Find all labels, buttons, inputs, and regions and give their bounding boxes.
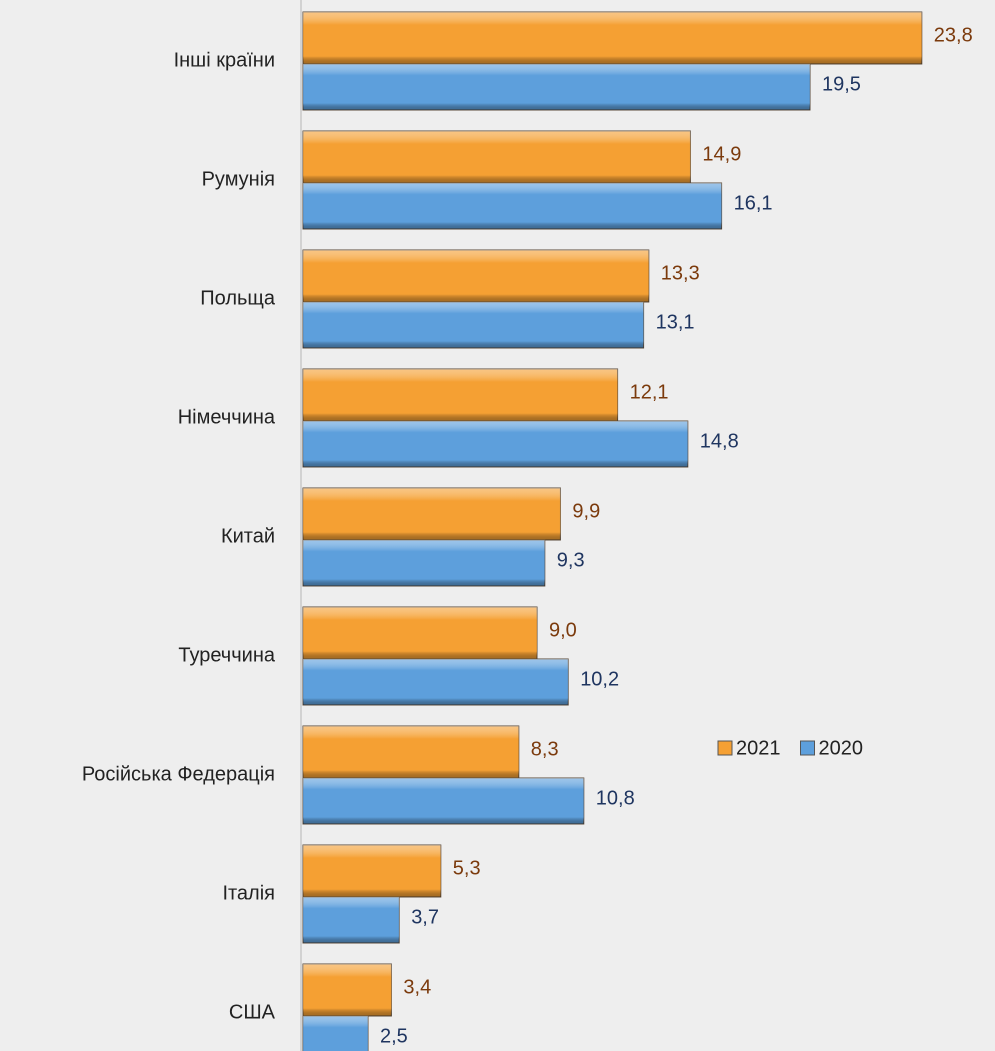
- bar-shade: [303, 726, 519, 778]
- value-label: 10,8: [596, 787, 635, 809]
- legend-swatch: [717, 740, 733, 756]
- legend-label: 2020: [819, 737, 864, 759]
- value-label: 16,1: [734, 192, 773, 214]
- category-label: Італія: [222, 882, 275, 904]
- bar-shade: [303, 845, 441, 897]
- category-label: Німеччина: [178, 406, 276, 428]
- value-label: 5,3: [453, 857, 481, 879]
- bar-shade: [303, 302, 644, 348]
- value-label: 23,8: [934, 24, 973, 46]
- bar-shade: [303, 183, 722, 229]
- bar-shade: [303, 64, 810, 110]
- bar-shade: [303, 421, 688, 467]
- value-label: 13,3: [661, 262, 700, 284]
- value-label: 3,7: [411, 906, 439, 928]
- bar-shade: [303, 607, 537, 659]
- category-label: Інші країни: [174, 49, 275, 71]
- category-label: Туреччина: [178, 644, 276, 666]
- bar-shade: [303, 131, 691, 183]
- bar-shade: [303, 897, 400, 943]
- category-label: Румунія: [202, 168, 275, 190]
- category-label: США: [229, 1001, 276, 1023]
- value-label: 9,9: [572, 500, 600, 522]
- value-label: 10,2: [580, 668, 619, 690]
- category-label: Китай: [221, 525, 275, 547]
- bar-shade: [303, 1016, 368, 1051]
- category-label: Польща: [200, 287, 276, 309]
- value-label: 3,4: [403, 976, 431, 998]
- bar-shade: [303, 964, 392, 1016]
- value-label: 2,5: [380, 1025, 408, 1047]
- bar-shade: [303, 369, 618, 421]
- bar-shade: [303, 659, 569, 705]
- category-label: Російська Федерація: [82, 763, 275, 785]
- value-label: 9,3: [557, 549, 585, 571]
- legend-swatch: [800, 740, 815, 756]
- value-label: 12,1: [630, 381, 669, 403]
- bar-shade: [303, 778, 584, 824]
- value-label: 8,3: [531, 738, 559, 760]
- bar-shade: [303, 250, 649, 302]
- legend-label: 2021: [736, 737, 781, 759]
- bar-shade: [303, 488, 561, 540]
- value-label: 14,8: [700, 430, 739, 452]
- value-label: 14,9: [702, 143, 741, 165]
- value-label: 13,1: [656, 311, 695, 333]
- bar-shade: [303, 12, 922, 64]
- bar-shade: [303, 540, 545, 586]
- value-label: 9,0: [549, 619, 577, 641]
- value-label: 19,5: [822, 73, 861, 95]
